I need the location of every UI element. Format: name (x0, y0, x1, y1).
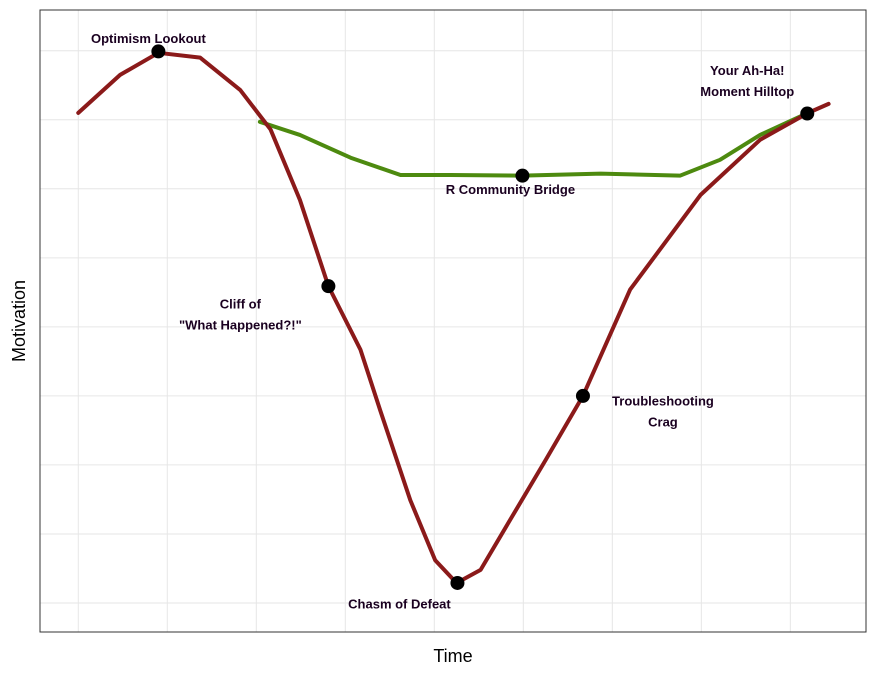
point-label: Optimism Lookout (91, 31, 207, 46)
point-label: "What Happened?!" (179, 318, 302, 333)
point-label: Crag (648, 414, 678, 429)
point (450, 575, 465, 590)
point-label: Moment Hilltop (700, 84, 794, 99)
point (321, 279, 336, 294)
point-label: Chasm of Defeat (348, 596, 451, 611)
point-label: Troubleshooting (612, 393, 714, 408)
point-label: Cliff of (220, 297, 262, 312)
x-axis-title: Time (433, 646, 472, 666)
point (151, 44, 166, 59)
plot-border (39, 9, 867, 633)
y-axis-title: Motivation (9, 280, 29, 362)
point-label: R Community Bridge (446, 182, 575, 197)
point (575, 388, 590, 403)
point-label: Your Ah-Ha! (710, 63, 784, 78)
point (800, 106, 815, 121)
line (76, 50, 831, 585)
point (515, 168, 530, 183)
